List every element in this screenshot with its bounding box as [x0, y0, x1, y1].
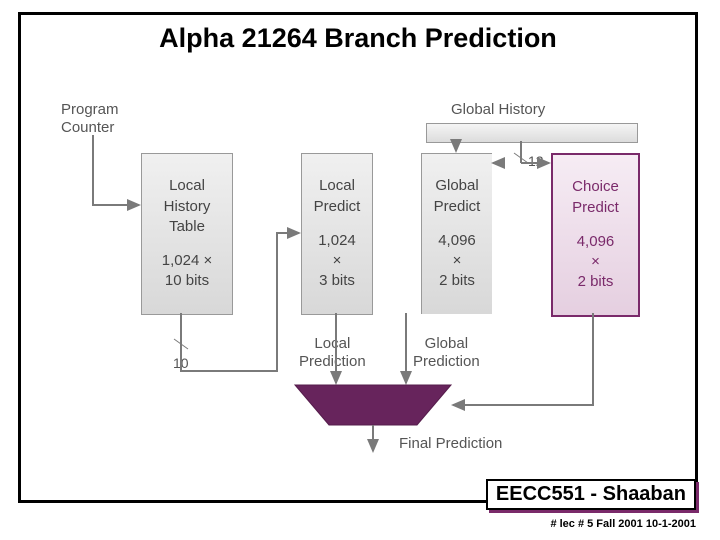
slide-footer: # lec # 5 Fall 2001 10-1-2001 [550, 518, 696, 530]
course-box: EECC551 - Shaaban [486, 479, 696, 510]
wiring-svg [21, 15, 695, 500]
slide-frame: Alpha 21264 Branch Prediction Local Hist… [18, 12, 698, 503]
